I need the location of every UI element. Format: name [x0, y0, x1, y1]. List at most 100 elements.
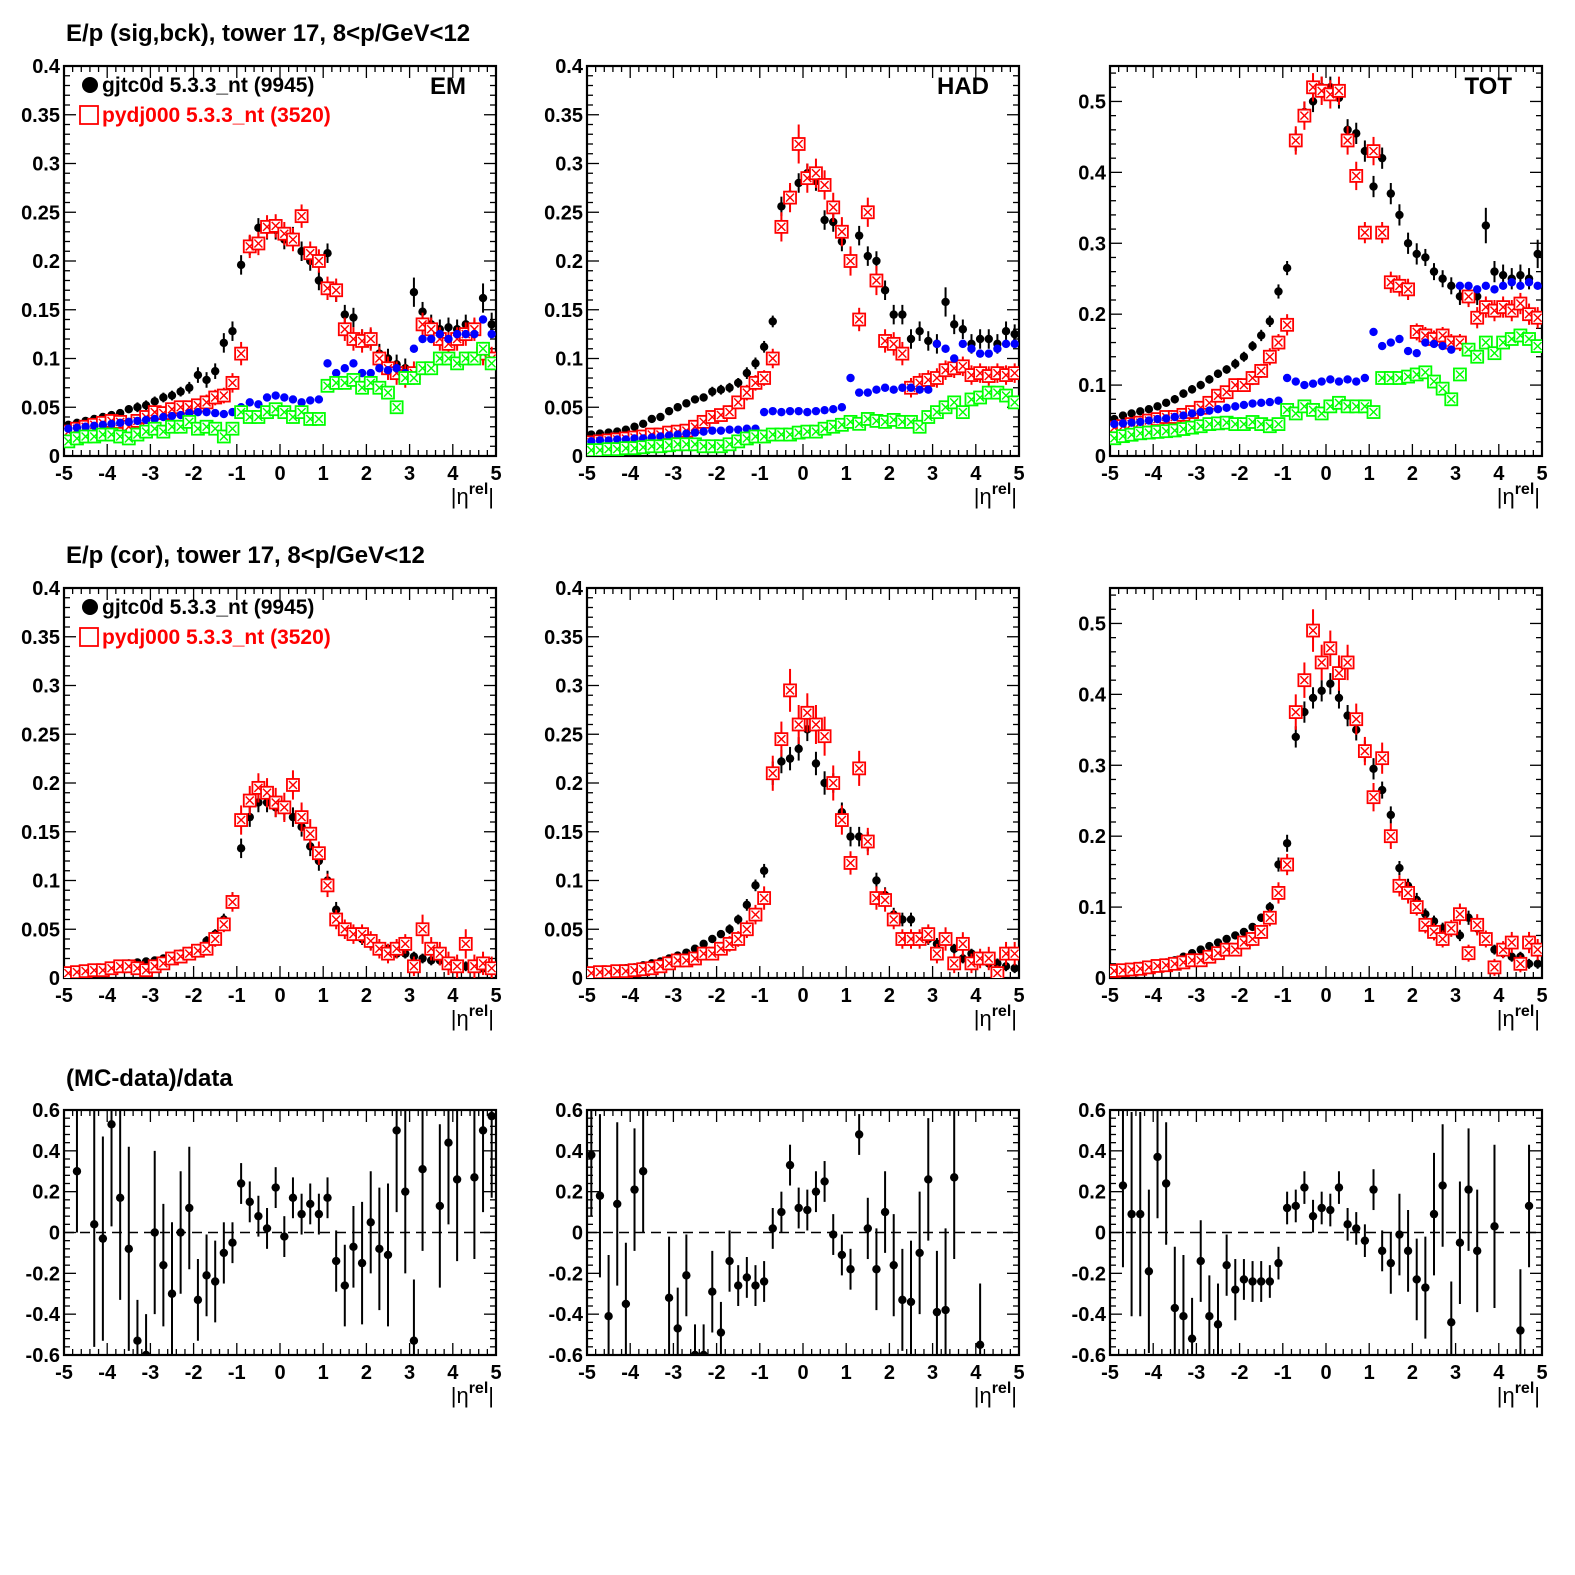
data-point — [906, 1297, 916, 1307]
data-point — [1516, 281, 1525, 291]
marker-cross — [1455, 369, 1465, 379]
marker-cross — [279, 802, 289, 812]
y-tick-label: -0.4 — [1072, 1304, 1107, 1326]
x-tick-label: -4 — [1144, 985, 1163, 1007]
data-point — [673, 1324, 682, 1333]
data-point — [64, 424, 73, 433]
x-tick-label: -3 — [665, 463, 683, 485]
data-point — [1383, 829, 1398, 844]
data-point — [1375, 225, 1390, 240]
marker-cross — [1533, 341, 1542, 351]
data-point — [349, 1242, 358, 1251]
data-point — [1308, 379, 1318, 388]
data-point — [320, 878, 335, 893]
data-point — [716, 385, 726, 394]
marker-cross — [418, 319, 428, 329]
marker-cross — [374, 944, 384, 954]
data-point — [880, 286, 890, 295]
data-point — [1314, 655, 1329, 670]
data-point — [1530, 339, 1542, 353]
data-point — [1386, 1258, 1396, 1268]
marker-cross — [1273, 888, 1283, 898]
marker-cross — [1343, 657, 1353, 667]
data-point — [306, 1199, 315, 1209]
x-tick-label: -2 — [1231, 985, 1249, 1007]
data-point — [915, 1248, 924, 1258]
data-point — [1453, 367, 1467, 382]
data-point — [340, 364, 349, 373]
data-point — [331, 368, 341, 378]
data-point — [947, 956, 962, 971]
data-point — [950, 320, 959, 329]
x-axis-label: |ηrel| — [974, 1380, 1017, 1408]
marker-cross — [245, 796, 255, 806]
marker-cross — [426, 363, 436, 373]
data-point — [452, 1175, 462, 1184]
data-point — [167, 411, 177, 421]
data-point — [478, 293, 488, 303]
data-point — [975, 1340, 985, 1349]
data-point — [783, 683, 797, 698]
x-tick-label: -5 — [578, 985, 596, 1007]
data-point — [1343, 1220, 1352, 1229]
marker-cross — [426, 324, 436, 334]
marker-cross — [742, 388, 752, 398]
marker-cross — [768, 768, 778, 778]
data-point — [1010, 964, 1019, 973]
data-point — [1498, 270, 1508, 280]
data-point — [734, 378, 743, 388]
data-point — [401, 1187, 410, 1196]
marker-cross — [262, 788, 272, 798]
data-point — [981, 951, 996, 966]
x-tick-label: 0 — [274, 1362, 285, 1384]
marker-cross — [469, 354, 479, 363]
series-4 — [587, 385, 1019, 456]
marker-cross — [880, 895, 890, 905]
data-point — [1453, 907, 1467, 922]
data-point — [708, 387, 717, 396]
data-point — [759, 866, 769, 875]
data-point — [895, 346, 910, 361]
y-tick-label: -0.6 — [549, 1345, 583, 1367]
data-point — [941, 1305, 950, 1315]
marker-cross — [1256, 366, 1266, 376]
data-point — [219, 409, 229, 419]
data-point — [398, 936, 413, 951]
data-point — [1161, 1179, 1171, 1188]
y-tick-label: 0.25 — [544, 724, 583, 746]
data-point — [216, 917, 231, 932]
data-point — [340, 1281, 349, 1290]
marker-cross — [958, 361, 968, 371]
x-tick-label: -2 — [185, 463, 203, 485]
y-tick-label: 0.4 — [555, 56, 584, 78]
marker-cross — [1533, 945, 1542, 955]
data-point — [759, 407, 769, 417]
data-point — [785, 406, 795, 416]
panel-label: HAD — [937, 73, 989, 100]
legend: gjtc0d 5.3.3_nt (9945) pydj000 5.3.3_nt (… — [79, 596, 331, 649]
data-point — [1438, 1181, 1447, 1190]
data-point — [1470, 917, 1485, 932]
data-point — [906, 334, 916, 344]
data-point — [1366, 790, 1381, 805]
marker-cross — [1464, 291, 1474, 301]
data-point — [81, 422, 90, 431]
marker-cross — [366, 936, 376, 946]
legend-label-mc: pydj000 5.3.3_nt (3520) — [102, 104, 331, 127]
data-point — [133, 416, 142, 426]
data-point — [418, 1165, 427, 1174]
data-point — [975, 334, 985, 344]
data-point — [1444, 921, 1459, 936]
data-point — [742, 1273, 752, 1282]
data-point — [444, 323, 453, 332]
y-tick-label: 0.2 — [32, 773, 60, 795]
data-point — [774, 732, 789, 747]
data-point — [742, 900, 752, 910]
y-tick-label: 0.4 — [555, 1141, 584, 1163]
y-tick-label: 0.3 — [1078, 233, 1106, 255]
data-point — [1366, 405, 1381, 419]
marker-cross — [915, 422, 925, 432]
data-point — [869, 273, 884, 288]
x-tick-label: -1 — [228, 985, 246, 1007]
marker-cross — [941, 934, 951, 944]
